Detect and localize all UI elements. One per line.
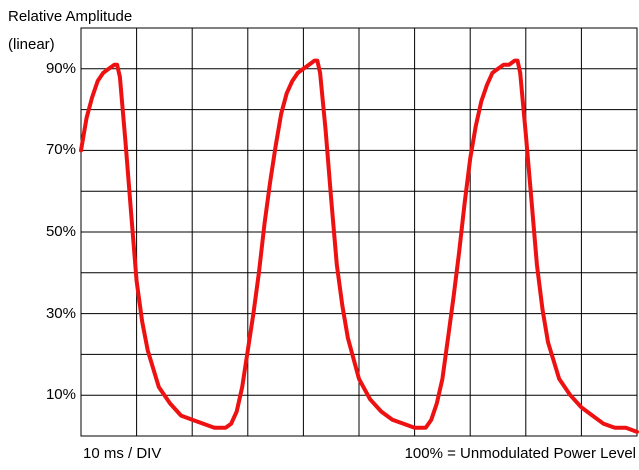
plot-grid: [81, 28, 637, 436]
y-axis-label-line2: (linear): [8, 36, 55, 53]
y-tick-label: 10%: [45, 386, 76, 404]
amplitude-trace: [79, 58, 639, 434]
y-axis-label-line1: Relative Amplitude: [8, 8, 133, 25]
y-tick-label: 50%: [45, 223, 76, 240]
y-tick-label: 70%: [45, 141, 76, 159]
time-scale-note: 10 ms / DIV: [83, 445, 162, 462]
y-tick-label: 30%: [45, 304, 76, 322]
y-tick-label: 90%: [45, 59, 76, 77]
reference-level-note: 100% = Unmodulated Power Level: [404, 445, 636, 462]
